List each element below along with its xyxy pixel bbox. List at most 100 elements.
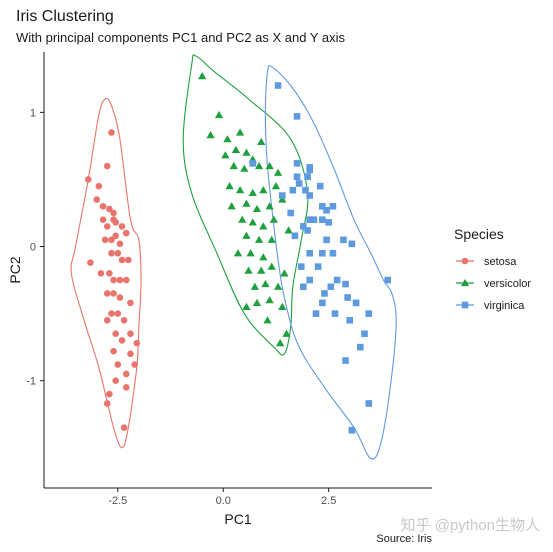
- setosa-point: [99, 216, 107, 223]
- virginica-point: [319, 216, 326, 223]
- versicolor-point: [214, 110, 224, 119]
- setosa-point: [112, 232, 119, 240]
- virginica-point: [295, 180, 303, 187]
- watermark-text: 知乎 @python生物人: [401, 517, 540, 534]
- setosa-point: [103, 162, 111, 170]
- x-axis-ticks: -2.5 0.0 2.5: [108, 488, 336, 507]
- virginica-point: [329, 202, 337, 210]
- setosa-ellipse-outline: [70, 97, 142, 449]
- virginica-point: [333, 276, 341, 284]
- setosa-point: [99, 202, 107, 210]
- virginica-point: [319, 249, 326, 257]
- setosa-point: [110, 276, 117, 284]
- setosa-point: [106, 205, 113, 213]
- setosa-point: [112, 377, 119, 384]
- plot-area: [70, 54, 397, 460]
- virginica-points: [249, 82, 392, 434]
- virginica-point: [348, 427, 356, 434]
- virginica-ellipse-outline: [264, 64, 397, 460]
- legend-label: virginica: [484, 300, 525, 312]
- legend-label: setosa: [484, 256, 517, 268]
- virginica-point: [293, 173, 301, 181]
- virginica-point: [319, 299, 326, 307]
- setosa-point: [116, 276, 124, 284]
- y-axis-title: PC2: [7, 256, 23, 283]
- setosa-point: [110, 347, 117, 355]
- setosa-point: [95, 182, 103, 190]
- setosa-point: [110, 209, 117, 217]
- setosa-point: [120, 424, 128, 431]
- setosa-point: [118, 337, 126, 344]
- virginica-point: [342, 357, 349, 364]
- setosa-point: [110, 290, 117, 297]
- chart-caption: Source: Iris: [376, 533, 432, 545]
- virginica-point: [310, 216, 318, 223]
- versicolor-point: [265, 202, 274, 210]
- virginica-point: [304, 227, 311, 234]
- versicolor-point: [231, 145, 241, 154]
- virginica-point: [357, 343, 364, 351]
- versicolor-point: [265, 296, 274, 304]
- versicolor-point: [282, 329, 291, 337]
- versicolor-point: [254, 161, 264, 170]
- setosa-point: [122, 384, 130, 391]
- versicolor-point: [198, 72, 207, 80]
- versicolor-point: [259, 222, 268, 230]
- virginica-point: [319, 202, 326, 210]
- setosa-point: [116, 294, 124, 301]
- setosa-point: [127, 350, 134, 358]
- virginica-point: [344, 294, 351, 301]
- x-tick-label: -2.5: [108, 495, 127, 507]
- virginica-point: [348, 240, 356, 248]
- versicolor-point: [273, 282, 283, 290]
- versicolor-point: [227, 202, 236, 210]
- versicolor-point: [250, 282, 259, 290]
- versicolor-point: [235, 128, 245, 136]
- setosa-point: [116, 240, 124, 248]
- setosa-point: [114, 249, 122, 257]
- versicolor-point: [263, 316, 272, 324]
- setosa-point: [112, 330, 119, 338]
- legend-key-square: [461, 301, 469, 309]
- versicolor-point: [276, 338, 285, 347]
- legend-item-virginica: virginica: [456, 300, 525, 312]
- setosa-point: [120, 317, 128, 324]
- versicolor-point: [254, 235, 264, 243]
- versicolor-point: [242, 231, 251, 239]
- virginica-point: [297, 263, 305, 270]
- versicolor-point: [284, 226, 293, 234]
- versicolor-point: [265, 161, 274, 170]
- setosa-point: [112, 219, 119, 226]
- versicolor-point: [244, 266, 253, 274]
- versicolor-point: [242, 302, 251, 310]
- virginica-point: [352, 299, 360, 307]
- versicolor-point: [248, 218, 257, 226]
- virginica-point: [274, 82, 282, 89]
- versicolor-point: [261, 279, 270, 288]
- setosa-point: [108, 129, 115, 136]
- legend-key-triangle: [460, 278, 470, 287]
- setosa-point: [131, 361, 138, 368]
- virginica-point: [306, 166, 313, 174]
- virginica-point: [312, 310, 320, 317]
- versicolor-point: [242, 148, 251, 156]
- x-tick-label: 2.5: [321, 495, 336, 507]
- setosa-point: [93, 196, 101, 203]
- virginica-point: [384, 276, 392, 284]
- virginica-point: [314, 263, 322, 270]
- virginica-point: [293, 160, 301, 167]
- versicolor-point: [252, 204, 262, 213]
- virginica-point: [291, 232, 299, 240]
- setosa-point: [125, 256, 132, 264]
- setosa-point: [118, 256, 126, 264]
- setosa-point: [108, 236, 115, 244]
- legend: Species setosa versicolor virginica: [454, 226, 531, 312]
- chart-title: Iris Clustering: [16, 8, 114, 25]
- versicolor-point: [259, 253, 268, 261]
- virginica-point: [289, 186, 297, 194]
- versicolor-point: [269, 215, 278, 223]
- versicolor-point: [242, 199, 251, 207]
- virginica-point: [306, 276, 313, 284]
- virginica-point: [365, 310, 373, 317]
- versicolor-point: [221, 151, 230, 159]
